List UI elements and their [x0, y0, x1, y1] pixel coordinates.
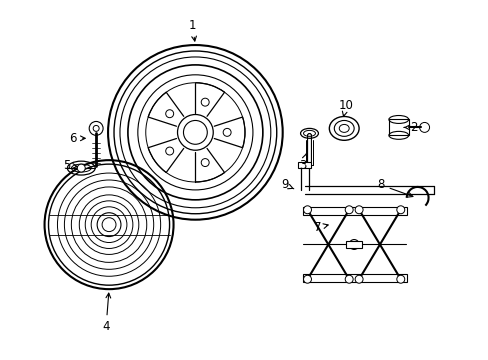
Circle shape: [396, 206, 404, 214]
Bar: [302, 274, 406, 282]
Circle shape: [77, 164, 85, 172]
Text: 5: 5: [62, 159, 77, 172]
Circle shape: [396, 275, 404, 283]
Text: 6: 6: [69, 132, 85, 145]
Bar: [297, 162, 311, 168]
Circle shape: [345, 275, 352, 283]
Circle shape: [354, 206, 362, 214]
Circle shape: [354, 275, 362, 283]
Circle shape: [201, 159, 209, 167]
Bar: [346, 240, 361, 248]
Circle shape: [201, 98, 209, 106]
Text: 4: 4: [102, 293, 110, 333]
Circle shape: [348, 239, 358, 249]
Text: 7: 7: [313, 221, 327, 234]
Circle shape: [93, 125, 99, 131]
Text: 1: 1: [188, 19, 196, 41]
Bar: [388, 120, 408, 135]
Circle shape: [165, 147, 173, 155]
Text: 3: 3: [298, 153, 306, 172]
Circle shape: [223, 129, 231, 136]
Text: 10: 10: [338, 99, 353, 116]
Circle shape: [303, 275, 311, 283]
Bar: [302, 207, 406, 215]
Text: 8: 8: [376, 179, 412, 197]
Circle shape: [303, 206, 311, 214]
Circle shape: [165, 110, 173, 118]
Text: 2: 2: [404, 121, 417, 134]
Circle shape: [345, 206, 352, 214]
Text: 9: 9: [281, 179, 293, 192]
